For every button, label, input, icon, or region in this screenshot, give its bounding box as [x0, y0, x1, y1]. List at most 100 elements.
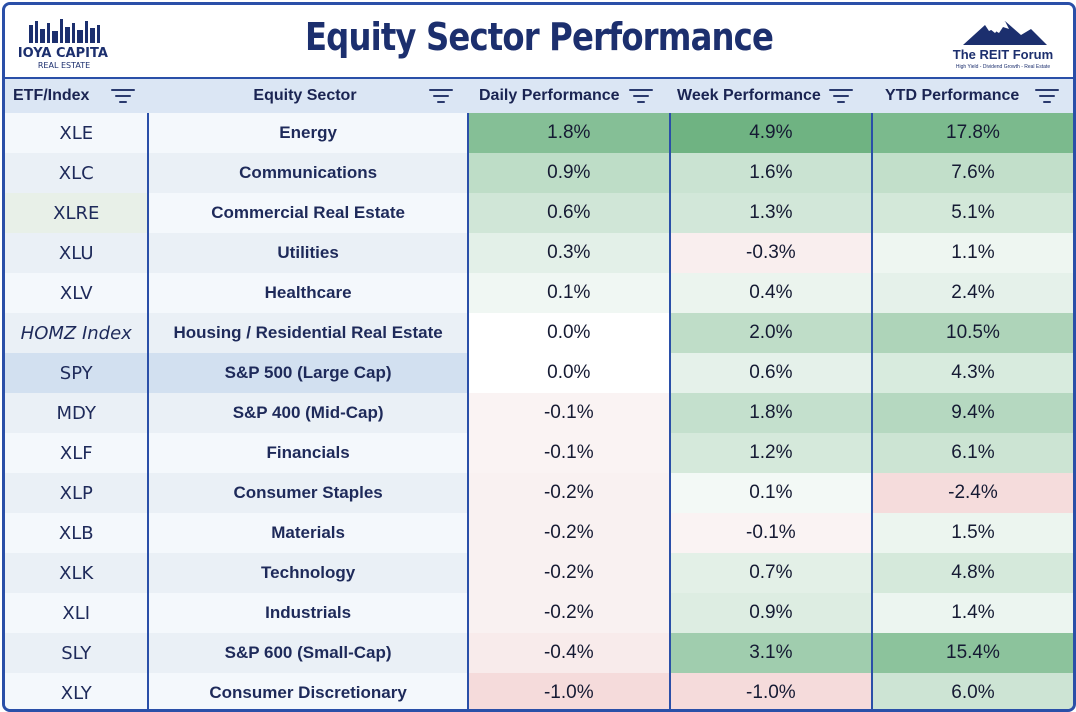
sector-cell: Communications — [148, 153, 469, 193]
filter-icon[interactable] — [629, 87, 653, 105]
week-performance-cell: 0.1% — [669, 473, 873, 513]
table-row: XLU Utilities 0.3% -0.3% 1.1% — [5, 233, 1073, 273]
daily-performance-cell: 0.0% — [467, 313, 671, 353]
etf-cell: HOMZ Index — [5, 313, 150, 353]
sector-cell: Industrials — [148, 593, 469, 633]
page-title: Equity Sector Performance — [304, 15, 774, 59]
ytd-performance-cell: 9.4% — [871, 393, 1073, 433]
sector-cell: Energy — [148, 113, 469, 153]
daily-performance-cell: -0.2% — [467, 553, 671, 593]
ytd-performance-cell: 1.5% — [871, 513, 1073, 553]
sector-cell: Financials — [148, 433, 469, 473]
ytd-performance-cell: 6.1% — [871, 433, 1073, 473]
sector-cell: Consumer Discretionary — [148, 673, 469, 709]
week-performance-cell: -0.1% — [669, 513, 873, 553]
table-row: XLC Communications 0.9% 1.6% 7.6% — [5, 153, 1073, 193]
etf-cell: XLF — [5, 433, 150, 473]
column-header-etf: ETF/Index — [13, 87, 90, 104]
table-row: XLP Consumer Staples -0.2% 0.1% -2.4% — [5, 473, 1073, 513]
ytd-performance-cell: 1.1% — [871, 233, 1073, 273]
ytd-performance-cell: 1.4% — [871, 593, 1073, 633]
table-row: XLK Technology -0.2% 0.7% 4.8% — [5, 553, 1073, 593]
table-row: SLY S&P 600 (Small-Cap) -0.4% 3.1% 15.4% — [5, 633, 1073, 673]
daily-performance-cell: -1.0% — [467, 673, 671, 709]
ytd-performance-cell: 5.1% — [871, 193, 1073, 233]
column-header-daily: Daily Performance — [479, 87, 620, 104]
ytd-performance-cell: 2.4% — [871, 273, 1073, 313]
daily-performance-cell: 0.9% — [467, 153, 671, 193]
sector-cell: Technology — [148, 553, 469, 593]
table-row: XLRE Commercial Real Estate 0.6% 1.3% 5.1% — [5, 193, 1073, 233]
daily-performance-cell: 0.0% — [467, 353, 671, 393]
daily-performance-cell: -0.2% — [467, 473, 671, 513]
ytd-performance-cell: 4.8% — [871, 553, 1073, 593]
etf-cell: XLI — [5, 593, 150, 633]
hoya-capital-logo: HOYA CAPITAL REAL ESTATE — [19, 19, 109, 70]
daily-performance-cell: -0.2% — [467, 513, 671, 553]
etf-cell: SPY — [5, 353, 150, 393]
etf-cell: XLV — [5, 273, 150, 313]
reit-forum-logo: The REIT Forum High Yield - Dividend Gro… — [953, 21, 1053, 70]
table-row: MDY S&P 400 (Mid-Cap) -0.1% 1.8% 9.4% — [5, 393, 1073, 433]
daily-performance-cell: -0.2% — [467, 593, 671, 633]
title-bar: HOYA CAPITAL REAL ESTATE Equity Sector P… — [5, 5, 1073, 77]
etf-cell: XLRE — [5, 193, 150, 233]
ytd-performance-cell: 15.4% — [871, 633, 1073, 673]
table-row: HOMZ Index Housing / Residential Real Est… — [5, 313, 1073, 353]
daily-performance-cell: -0.4% — [467, 633, 671, 673]
ytd-performance-cell: 10.5% — [871, 313, 1073, 353]
daily-performance-cell: 1.8% — [467, 113, 671, 153]
svg-text:The REIT Forum: The REIT Forum — [953, 47, 1053, 62]
week-performance-cell: 0.9% — [669, 593, 873, 633]
ytd-performance-cell: 6.0% — [871, 673, 1073, 709]
column-header-week: Week Performance — [677, 87, 821, 104]
week-performance-cell: 1.6% — [669, 153, 873, 193]
week-performance-cell: 2.0% — [669, 313, 873, 353]
week-performance-cell: 0.4% — [669, 273, 873, 313]
week-performance-cell: 1.2% — [669, 433, 873, 473]
filter-icon[interactable] — [111, 87, 135, 105]
ytd-performance-cell: 4.3% — [871, 353, 1073, 393]
sector-cell: Utilities — [148, 233, 469, 273]
ytd-performance-cell: -2.4% — [871, 473, 1073, 513]
sector-cell: Materials — [148, 513, 469, 553]
svg-text:HOYA CAPITAL: HOYA CAPITAL — [19, 46, 109, 61]
week-performance-cell: 1.8% — [669, 393, 873, 433]
column-header-ytd: YTD Performance — [885, 87, 1020, 104]
week-performance-cell: 0.7% — [669, 553, 873, 593]
filter-icon[interactable] — [429, 87, 453, 105]
daily-performance-cell: 0.6% — [467, 193, 671, 233]
etf-cell: XLC — [5, 153, 150, 193]
svg-text:High Yield - Dividend Growth -: High Yield - Dividend Growth - Real Esta… — [956, 64, 1050, 70]
table-row: XLE Energy 1.8% 4.9% 17.8% — [5, 113, 1073, 153]
sector-cell: Consumer Staples — [148, 473, 469, 513]
etf-cell: XLK — [5, 553, 150, 593]
etf-cell: XLE — [5, 113, 150, 153]
sector-cell: S&P 400 (Mid-Cap) — [148, 393, 469, 433]
etf-cell: XLB — [5, 513, 150, 553]
filter-icon[interactable] — [1035, 87, 1059, 105]
table-row: XLV Healthcare 0.1% 0.4% 2.4% — [5, 273, 1073, 313]
etf-cell: XLU — [5, 233, 150, 273]
sector-table: XLE Energy 1.8% 4.9% 17.8% XLC Communications 0… — [5, 113, 1073, 709]
table-row: SPY S&P 500 (Large Cap) 0.0% 0.6% 4.3% — [5, 353, 1073, 393]
filter-icon[interactable] — [829, 87, 853, 105]
week-performance-cell: 4.9% — [669, 113, 873, 153]
etf-cell: XLY — [5, 673, 150, 709]
etf-cell: XLP — [5, 473, 150, 513]
table-row: XLF Financials -0.1% 1.2% 6.1% — [5, 433, 1073, 473]
etf-cell: MDY — [5, 393, 150, 433]
daily-performance-cell: -0.1% — [467, 393, 671, 433]
sector-cell: S&P 500 (Large Cap) — [148, 353, 469, 393]
daily-performance-cell: 0.3% — [467, 233, 671, 273]
week-performance-cell: 3.1% — [669, 633, 873, 673]
table-header: ETF/Index Equity Sector Daily Performanc… — [5, 77, 1073, 115]
daily-performance-cell: -0.1% — [467, 433, 671, 473]
sector-cell: Housing / Residential Real Estate — [148, 313, 469, 353]
table-row: XLY Consumer Discretionary -1.0% -1.0% 6.0% — [5, 673, 1073, 709]
week-performance-cell: 1.3% — [669, 193, 873, 233]
ytd-performance-cell: 17.8% — [871, 113, 1073, 153]
week-performance-cell: -0.3% — [669, 233, 873, 273]
week-performance-cell: -1.0% — [669, 673, 873, 709]
